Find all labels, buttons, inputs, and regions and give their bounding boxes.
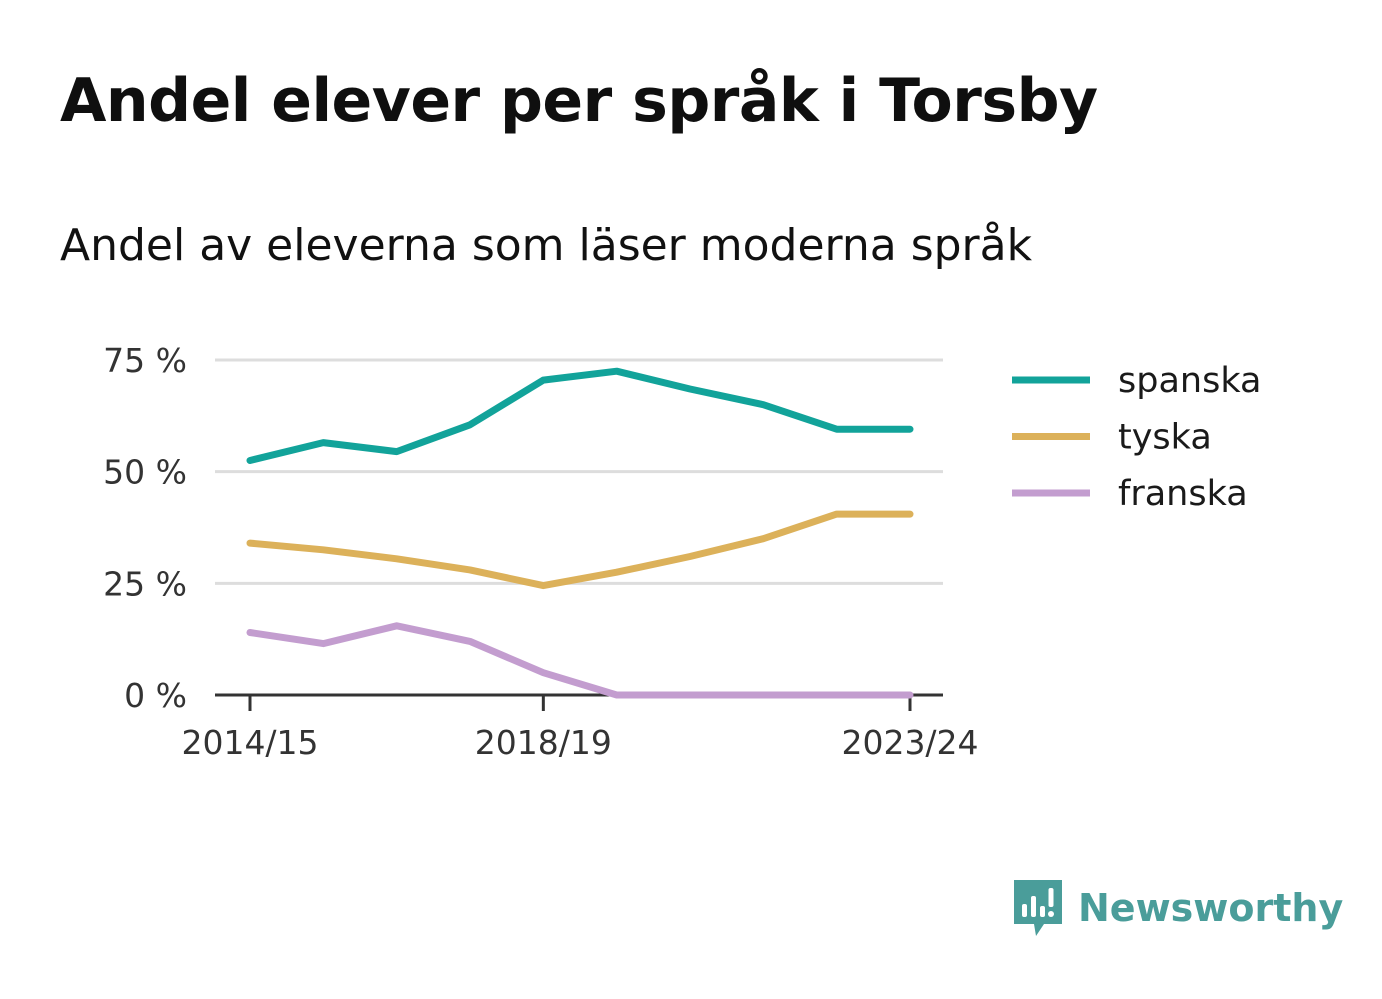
series-line-spanska xyxy=(246,367,914,464)
y-tick-label: 75 % xyxy=(103,341,187,380)
newsworthy-logo-icon xyxy=(1014,880,1062,936)
y-axis-ticks: 75 % 50 % 25 % 0 % xyxy=(103,341,187,715)
legend-label-franska: franska xyxy=(1118,474,1248,514)
chart-title: Andel elever per språk i Torsby xyxy=(60,66,1098,136)
x-tick-label: 2014/15 xyxy=(181,723,318,762)
x-axis: 2014/15 2018/19 2023/24 xyxy=(181,693,979,762)
x-tick-label: 2023/24 xyxy=(841,723,978,762)
y-tick-label: 25 % xyxy=(103,564,187,603)
x-tick-label: 2018/19 xyxy=(475,723,612,762)
grid-lines xyxy=(215,358,943,585)
chart-subtitle: Andel av eleverna som läser moderna språ… xyxy=(60,220,1033,271)
legend-label-spanska: spanska xyxy=(1118,361,1261,401)
legend-label-tyska: tyska xyxy=(1118,418,1212,458)
y-tick-label: 0 % xyxy=(124,676,187,715)
brand-name: Newsworthy xyxy=(1078,886,1344,930)
y-tick-label: 50 % xyxy=(103,453,187,492)
series-line-tyska xyxy=(246,510,914,590)
series-line-franska xyxy=(246,622,914,699)
legend: spanska tyska franska xyxy=(1012,361,1261,514)
series-lines xyxy=(246,367,914,699)
brand-logo: Newsworthy xyxy=(1010,876,1343,940)
